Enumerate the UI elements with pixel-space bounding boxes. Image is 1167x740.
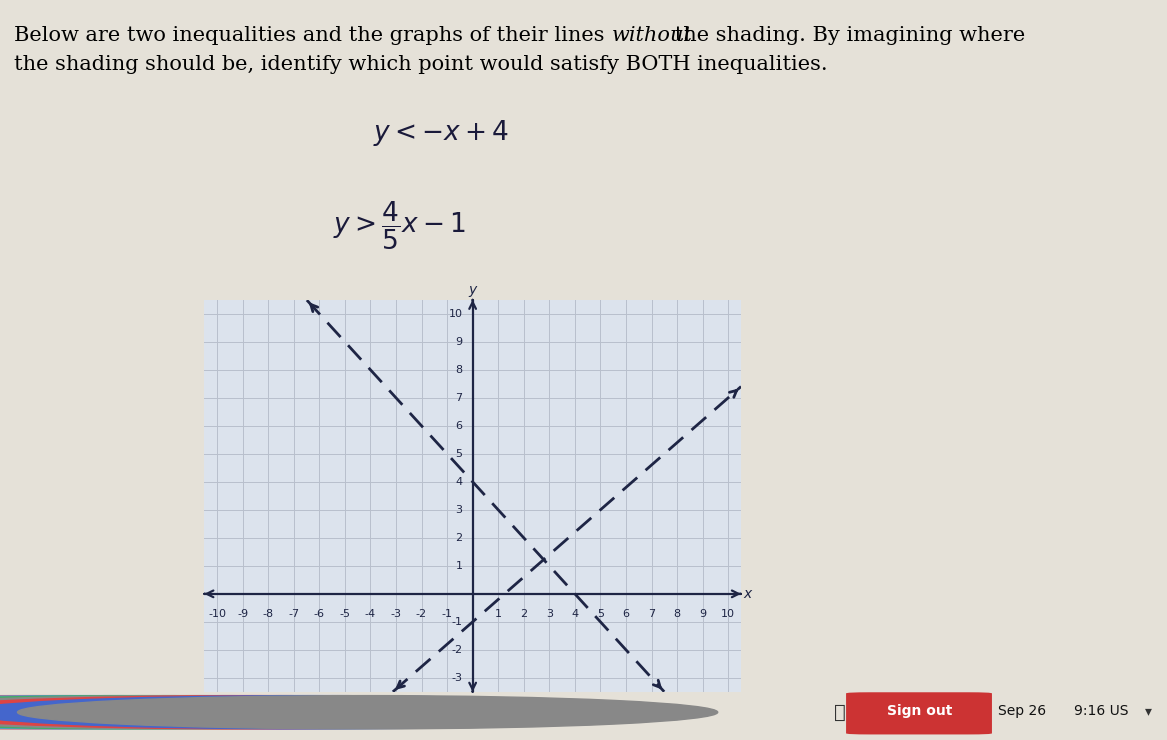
Text: 6: 6 <box>455 421 462 431</box>
Text: the shading. By imagining where: the shading. By imagining where <box>668 26 1025 45</box>
Text: x: x <box>743 587 752 601</box>
Text: 6: 6 <box>622 609 629 619</box>
Text: 9: 9 <box>455 337 462 347</box>
Text: 10: 10 <box>721 609 735 619</box>
FancyBboxPatch shape <box>846 693 992 734</box>
Text: 7: 7 <box>455 393 462 403</box>
Text: 3: 3 <box>546 609 553 619</box>
Text: -6: -6 <box>314 609 324 619</box>
Text: 1: 1 <box>495 609 502 619</box>
Text: -3: -3 <box>391 609 401 619</box>
Text: 4: 4 <box>455 477 462 487</box>
Text: $y < -x + 4$: $y < -x + 4$ <box>373 118 510 149</box>
Text: -1: -1 <box>441 609 453 619</box>
Text: ▾: ▾ <box>1145 704 1152 718</box>
Circle shape <box>0 696 385 729</box>
Text: -2: -2 <box>452 645 462 655</box>
Text: -1: -1 <box>452 617 462 627</box>
Text: -8: -8 <box>263 609 274 619</box>
Text: 3: 3 <box>455 505 462 515</box>
Text: 9: 9 <box>699 609 706 619</box>
Text: -7: -7 <box>288 609 299 619</box>
Circle shape <box>0 696 548 729</box>
Text: 5: 5 <box>455 448 462 459</box>
Text: 1: 1 <box>455 561 462 571</box>
Text: 2: 2 <box>455 533 462 543</box>
Text: 10: 10 <box>448 309 462 319</box>
Text: Sign out: Sign out <box>887 704 952 718</box>
Text: 5: 5 <box>598 609 605 619</box>
Text: 8: 8 <box>455 365 462 374</box>
Text: -9: -9 <box>237 609 249 619</box>
Circle shape <box>0 696 607 729</box>
Text: -5: -5 <box>340 609 350 619</box>
Circle shape <box>18 696 718 729</box>
Text: 9:16 US: 9:16 US <box>1074 704 1128 718</box>
Text: ⧉: ⧉ <box>834 703 846 722</box>
Circle shape <box>0 696 438 729</box>
Text: 2: 2 <box>520 609 527 619</box>
Text: y: y <box>468 283 477 297</box>
Text: -3: -3 <box>452 673 462 683</box>
Text: Below are two inequalities and the graphs of their lines: Below are two inequalities and the graph… <box>14 26 612 45</box>
Text: 4: 4 <box>572 609 579 619</box>
Text: 7: 7 <box>648 609 655 619</box>
Circle shape <box>0 696 490 729</box>
Text: Sep 26: Sep 26 <box>998 704 1046 718</box>
Text: -4: -4 <box>365 609 376 619</box>
Circle shape <box>0 696 663 729</box>
Text: the shading should be, identify which point would satisfy BOTH inequalities.: the shading should be, identify which po… <box>14 56 827 75</box>
Text: 8: 8 <box>673 609 680 619</box>
Text: -10: -10 <box>208 609 226 619</box>
Text: $y > \dfrac{4}{5}x - 1$: $y > \dfrac{4}{5}x - 1$ <box>333 200 466 252</box>
Text: without: without <box>612 26 692 45</box>
Text: -2: -2 <box>415 609 427 619</box>
